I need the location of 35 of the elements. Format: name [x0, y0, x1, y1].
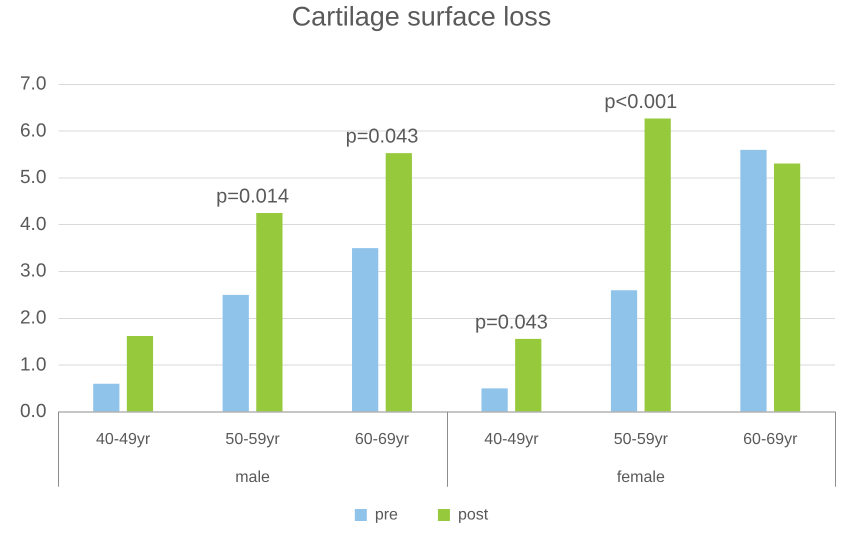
bar	[93, 384, 120, 412]
bar	[740, 150, 767, 412]
y-tick-label: 7.0	[20, 74, 46, 95]
bar	[126, 336, 154, 412]
y-tick-label: 3.0	[20, 260, 46, 282]
y-tick-label: 2.0	[20, 307, 46, 328]
text: male	[235, 469, 270, 486]
x-tick-label: 60-69yr	[354, 430, 410, 448]
bar	[515, 338, 542, 412]
y-tick-label: 5.0	[20, 167, 46, 188]
annotation: p=0.043	[474, 311, 548, 334]
x-tick-label: 40-49yr	[96, 430, 151, 448]
x-tick-label: 40-49yr	[484, 430, 540, 448]
x-tick-label: 50-59yr	[225, 430, 280, 448]
legend-label: post	[458, 506, 489, 524]
annotation: p=0.043	[346, 126, 418, 148]
y-tick-label: 6.0	[20, 120, 46, 142]
annotation: p=0.014	[216, 186, 289, 208]
bar	[352, 248, 378, 412]
bar	[644, 118, 671, 412]
bar	[481, 388, 508, 412]
bar	[222, 294, 249, 412]
text: female	[616, 469, 665, 486]
chart-title: Cartilage surface loss	[292, 2, 552, 32]
bar	[386, 153, 412, 412]
x-tick-label: 60-69yr	[743, 430, 798, 448]
y-tick-label: 4.0	[20, 214, 46, 235]
bar	[610, 290, 638, 412]
y-tick-label: 0.0	[20, 401, 46, 422]
bar	[774, 163, 800, 412]
legend-label: pre	[374, 506, 398, 524]
x-tick-label: 50-59yr	[614, 430, 669, 448]
bar	[256, 213, 283, 412]
y-tick-label: 1.0	[20, 354, 46, 376]
annotation: p<0.001	[604, 91, 678, 114]
